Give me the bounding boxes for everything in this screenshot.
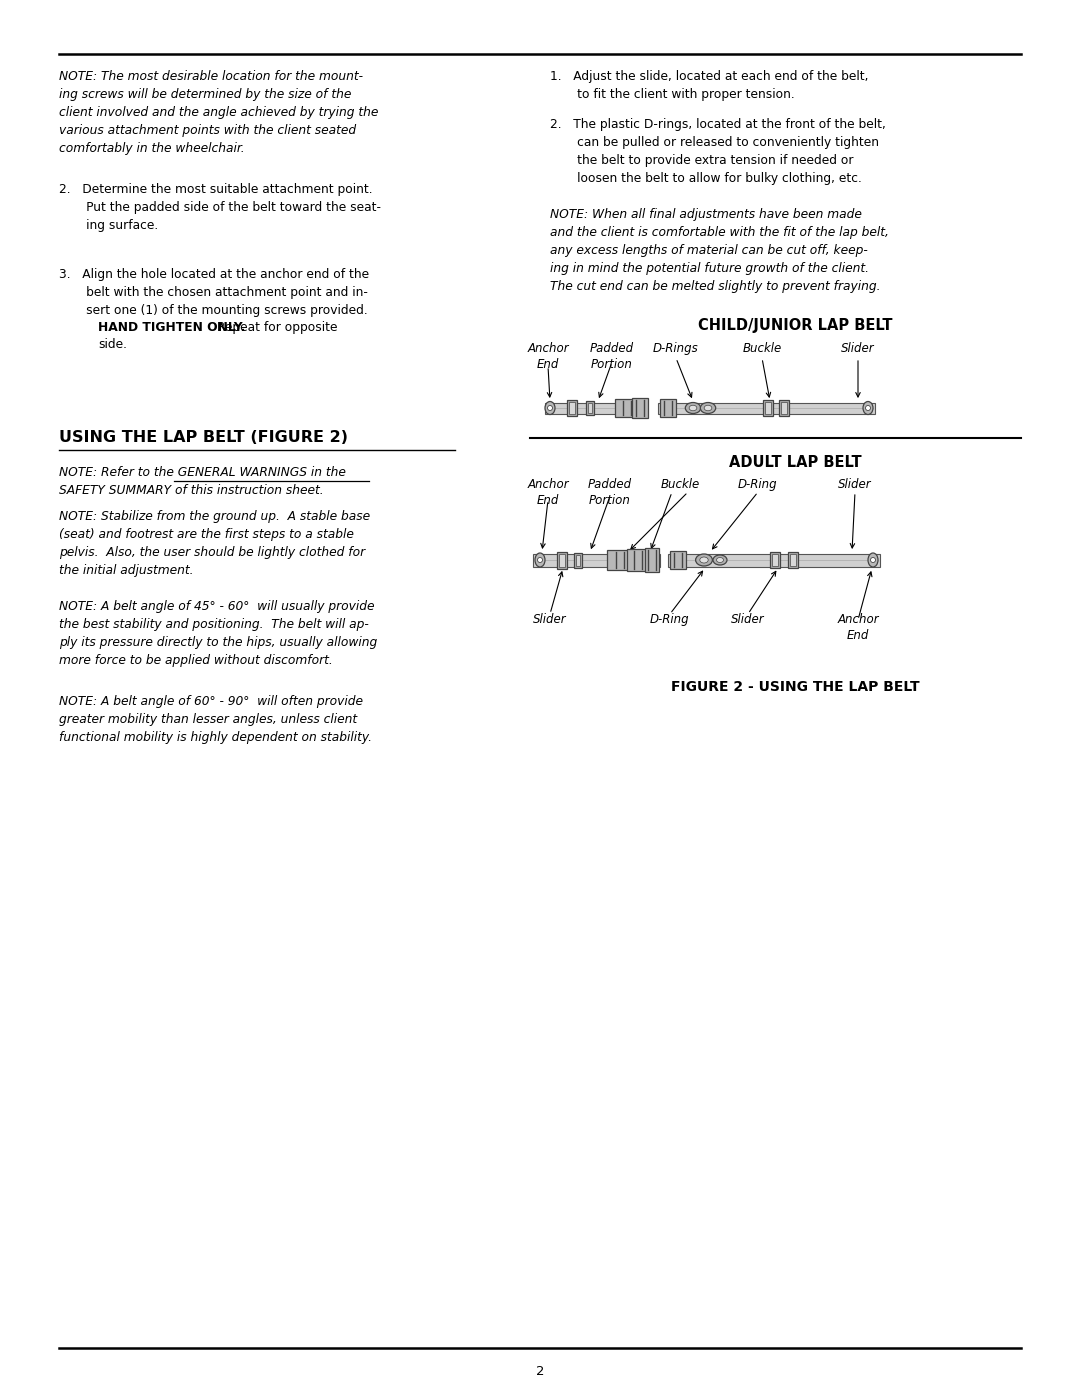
Ellipse shape: [689, 405, 697, 411]
Text: NOTE: Refer to the GENERAL WARNINGS in the
SAFETY SUMMARY of this instruction sh: NOTE: Refer to the GENERAL WARNINGS in t…: [59, 467, 346, 497]
Bar: [670, 550, 686, 569]
Circle shape: [870, 557, 876, 563]
Bar: [781, 402, 787, 414]
Bar: [658, 402, 875, 414]
Text: USING THE LAP BELT (FIGURE 2): USING THE LAP BELT (FIGURE 2): [59, 430, 348, 446]
Text: Slider: Slider: [534, 613, 567, 626]
Bar: [788, 552, 798, 569]
Ellipse shape: [696, 555, 713, 566]
Bar: [627, 549, 649, 571]
Bar: [772, 555, 778, 566]
Bar: [567, 400, 577, 416]
Text: Slider: Slider: [838, 478, 872, 490]
Bar: [615, 400, 639, 416]
Text: 3.   Align the hole located at the anchor end of the
       belt with the chosen: 3. Align the hole located at the anchor …: [59, 268, 369, 335]
Text: CHILD/JUNIOR LAP BELT: CHILD/JUNIOR LAP BELT: [698, 319, 892, 332]
Bar: [588, 402, 592, 414]
Text: Anchor
End: Anchor End: [527, 342, 569, 372]
Bar: [607, 550, 633, 570]
Text: 1.   Adjust the slide, located at each end of the belt,
       to fit the client: 1. Adjust the slide, located at each end…: [550, 70, 868, 101]
Bar: [573, 552, 582, 567]
Bar: [645, 548, 659, 571]
Bar: [770, 552, 780, 569]
Text: D-Rings: D-Rings: [653, 342, 699, 355]
Text: D-Ring: D-Ring: [650, 613, 690, 626]
Ellipse shape: [700, 557, 708, 563]
Ellipse shape: [713, 555, 727, 564]
Text: Padded
Portion: Padded Portion: [590, 342, 634, 372]
Ellipse shape: [863, 401, 873, 415]
Text: Slider: Slider: [731, 613, 765, 626]
Bar: [789, 555, 796, 566]
Ellipse shape: [868, 553, 878, 567]
Ellipse shape: [545, 401, 555, 415]
Text: D-Ring: D-Ring: [739, 478, 778, 490]
Text: NOTE: The most desirable location for the mount-
ing screws will be determined b: NOTE: The most desirable location for th…: [59, 70, 378, 155]
Text: NOTE: When all final adjustments have been made
and the client is comfortable wi: NOTE: When all final adjustments have be…: [550, 208, 889, 293]
Ellipse shape: [700, 402, 716, 414]
Bar: [632, 398, 648, 418]
Text: 2.   Determine the most suitable attachment point.
       Put the padded side of: 2. Determine the most suitable attachmen…: [59, 183, 381, 232]
Text: NOTE: Stabilize from the ground up.  A stable base
(seat) and footrest are the f: NOTE: Stabilize from the ground up. A st…: [59, 510, 370, 577]
Bar: [669, 553, 880, 567]
Text: Anchor
End: Anchor End: [527, 478, 569, 507]
Text: Padded
Portion: Padded Portion: [588, 478, 632, 507]
Text: Repeat for opposite: Repeat for opposite: [213, 321, 337, 334]
Text: side.: side.: [98, 338, 127, 352]
Bar: [559, 553, 565, 567]
Text: Anchor
End: Anchor End: [837, 613, 879, 643]
Ellipse shape: [716, 557, 724, 563]
Text: Buckle: Buckle: [660, 478, 700, 490]
Bar: [765, 402, 771, 414]
Text: ADULT LAP BELT: ADULT LAP BELT: [729, 455, 862, 469]
Bar: [576, 555, 580, 566]
Bar: [586, 401, 594, 415]
Text: NOTE: A belt angle of 60° - 90°  will often provide
greater mobility than lesser: NOTE: A belt angle of 60° - 90° will oft…: [59, 694, 372, 745]
Text: Buckle: Buckle: [742, 342, 782, 355]
Text: FIGURE 2 - USING THE LAP BELT: FIGURE 2 - USING THE LAP BELT: [671, 680, 919, 694]
Circle shape: [865, 405, 870, 411]
Bar: [534, 553, 660, 567]
Bar: [762, 400, 773, 416]
Text: 2.   The plastic D-rings, located at the front of the belt,
       can be pulled: 2. The plastic D-rings, located at the f…: [550, 117, 886, 184]
Circle shape: [548, 405, 553, 411]
Text: 2: 2: [536, 1365, 544, 1377]
Ellipse shape: [686, 402, 701, 414]
Text: NOTE: A belt angle of 45° - 60°  will usually provide
the best stability and pos: NOTE: A belt angle of 45° - 60° will usu…: [59, 599, 377, 666]
Bar: [545, 402, 643, 414]
Bar: [569, 402, 575, 414]
Bar: [557, 552, 567, 569]
Ellipse shape: [535, 553, 545, 567]
Bar: [660, 400, 676, 416]
Text: HAND TIGHTEN ONLY.: HAND TIGHTEN ONLY.: [98, 321, 245, 334]
Bar: [779, 400, 789, 416]
Circle shape: [538, 557, 542, 563]
Ellipse shape: [704, 405, 712, 411]
Text: Slider: Slider: [841, 342, 875, 355]
